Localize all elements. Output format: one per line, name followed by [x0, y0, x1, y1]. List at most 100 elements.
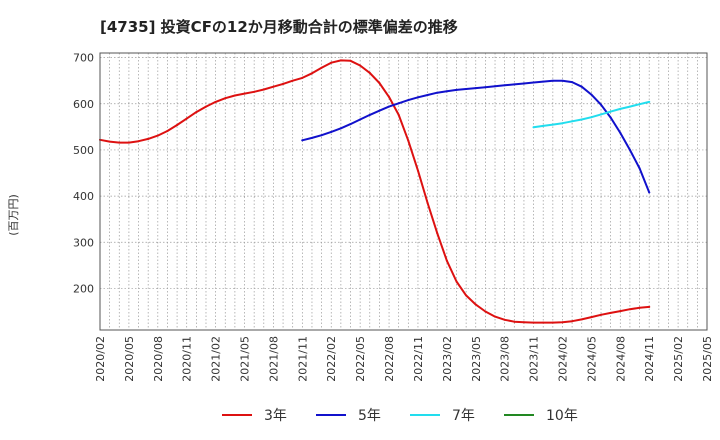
data-point: [349, 59, 352, 62]
data-point: [127, 141, 130, 144]
data-point: [600, 113, 602, 116]
data-point: [551, 123, 554, 126]
legend-item: 3年: [222, 404, 287, 426]
series-layer: [99, 59, 651, 324]
data-point: [368, 113, 371, 116]
data-point: [609, 110, 612, 113]
data-point: [137, 140, 140, 143]
data-point: [388, 95, 390, 98]
data-point: [542, 80, 545, 83]
data-point: [503, 318, 506, 321]
x-tick-label: 2020/08: [152, 336, 165, 382]
data-point: [561, 79, 564, 82]
data-point: [609, 116, 612, 119]
data-point: [301, 139, 304, 142]
data-point: [465, 88, 468, 90]
data-point: [542, 321, 545, 324]
chart-title: [4735] 投資CFの12か月移動合計の標準偏差の推移: [100, 18, 458, 36]
y-tick-label: 700: [73, 52, 94, 65]
data-point: [628, 308, 631, 311]
data-point: [436, 91, 439, 94]
data-point: [426, 94, 429, 96]
data-point: [407, 139, 410, 142]
plot-border: [99, 52, 708, 331]
data-point: [118, 141, 121, 144]
data-point: [513, 83, 516, 86]
data-point: [474, 303, 477, 306]
data-point: [532, 81, 535, 84]
data-point: [571, 320, 574, 323]
legend-item: 5年: [316, 404, 381, 426]
data-point: [349, 123, 352, 126]
data-point: [542, 124, 545, 127]
data-point: [648, 305, 651, 308]
x-tick-label: 2022/08: [383, 336, 396, 382]
data-point: [359, 64, 362, 67]
data-point: [320, 134, 323, 137]
data-point: [195, 111, 198, 114]
data-point: [426, 202, 429, 204]
data-point: [571, 81, 574, 84]
data-point: [436, 232, 439, 235]
data-point: [378, 82, 381, 84]
x-tick-label: 2021/05: [239, 336, 252, 382]
data-point: [484, 310, 487, 313]
data-point: [282, 82, 285, 85]
data-point: [205, 105, 207, 108]
data-point: [320, 66, 323, 69]
legend-label: 5年: [358, 408, 381, 424]
data-point: [330, 61, 333, 64]
data-point: [388, 105, 390, 108]
data-point: [638, 306, 641, 309]
data-point: [166, 130, 169, 132]
data-point: [561, 122, 564, 125]
x-tick-label: 2021/02: [210, 336, 223, 382]
data-point: [619, 107, 622, 110]
data-point: [619, 131, 622, 134]
data-point: [330, 130, 333, 133]
data-point: [455, 88, 458, 91]
data-point: [214, 100, 217, 103]
data-point: [522, 321, 525, 324]
data-point: [648, 100, 651, 103]
data-point: [108, 140, 111, 143]
data-point: [445, 90, 448, 93]
legend-swatch: [222, 414, 252, 416]
data-point: [291, 79, 294, 82]
legend-swatch: [504, 414, 534, 416]
x-tick-label: 2024/05: [585, 336, 598, 382]
data-point: [590, 316, 593, 319]
data-point: [455, 280, 458, 283]
data-point: [503, 84, 506, 87]
data-point: [571, 120, 574, 123]
data-point: [580, 118, 583, 121]
data-point: [513, 320, 516, 323]
data-point: [339, 127, 342, 130]
data-point: [580, 318, 583, 321]
x-tick-label: 2024/08: [614, 336, 627, 382]
legend-swatch: [316, 414, 346, 416]
data-point: [176, 124, 179, 126]
data-point: [417, 96, 419, 99]
data-point: [359, 118, 362, 121]
legend-item: 7年: [410, 404, 475, 426]
data-point: [600, 103, 602, 106]
y-tick-label: 600: [73, 98, 94, 111]
x-tick-label: 2022/05: [354, 336, 367, 382]
grid-layer: [100, 53, 707, 330]
x-tick-label: 2023/02: [441, 336, 454, 382]
x-tick-label: 2023/08: [499, 336, 512, 382]
x-tick-label: 2020/05: [123, 336, 136, 382]
data-point: [619, 310, 622, 313]
x-tick-label: 2020/11: [181, 336, 194, 382]
data-point: [339, 59, 342, 62]
y-tick-label: 400: [73, 190, 94, 203]
x-tick-label: 2022/11: [412, 336, 425, 382]
axes-layer: 200 300 400 500 600 700 2020/02 2020/05 2020/08 2…: [73, 52, 714, 382]
data-point: [590, 93, 593, 96]
x-tick-label: 2025/02: [672, 336, 685, 382]
data-point: [233, 94, 236, 97]
data-point: [311, 136, 313, 139]
